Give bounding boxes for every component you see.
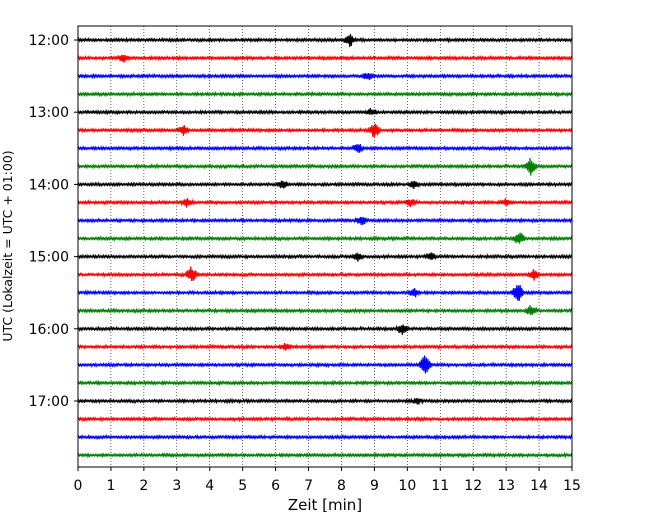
x-axis-label: Zeit [min] <box>288 496 362 514</box>
x-tick-label: 3 <box>172 478 181 494</box>
y-axis: 12:00 13:00 14:00 15:00 16:00 17:00 <box>29 33 78 410</box>
trace-line <box>77 108 573 116</box>
x-tick-label: 15 <box>563 478 581 494</box>
x-tick-label: 6 <box>271 478 280 494</box>
trace-line <box>77 144 573 153</box>
y-tick-label: 17:00 <box>29 394 69 410</box>
trace-line <box>77 180 573 189</box>
x-tick-label: 11 <box>431 478 449 494</box>
trace-line <box>77 451 573 459</box>
trace-line <box>77 157 573 176</box>
trace-line <box>77 123 573 137</box>
x-tick-label: 10 <box>398 478 416 494</box>
x-tick-label: 1 <box>106 478 115 494</box>
trace-line <box>77 90 573 98</box>
trace-line <box>77 197 573 208</box>
y-tick-label: 16:00 <box>29 322 69 338</box>
x-tick-label: 7 <box>304 478 313 494</box>
y-tick-label: 15:00 <box>29 250 69 266</box>
trace-line <box>77 415 573 423</box>
x-tick-label: 2 <box>139 478 148 494</box>
x-tick-label: 14 <box>530 478 548 494</box>
trace-group <box>77 33 573 459</box>
trace-line <box>77 266 573 282</box>
trace-line <box>77 355 573 374</box>
trace-line <box>77 343 573 351</box>
trace-line <box>77 379 573 387</box>
trace-line <box>77 397 573 406</box>
trace-line <box>77 216 573 225</box>
y-tick-label: 12:00 <box>29 33 69 49</box>
x-tick-label: 5 <box>238 478 247 494</box>
trace-line <box>77 324 573 335</box>
y-tick-label: 14:00 <box>29 177 69 193</box>
y-axis-label: UTC (Lokalzeit = UTC + 01:00) <box>0 150 15 341</box>
x-tick-label: 9 <box>370 478 379 494</box>
trace-line <box>77 252 573 262</box>
trace-line <box>77 305 573 316</box>
trace-line <box>77 284 573 301</box>
trace-line <box>77 72 573 80</box>
trace-line <box>77 433 573 441</box>
x-tick-label: 4 <box>205 478 214 494</box>
y-tick-label: 13:00 <box>29 105 69 121</box>
trace-line <box>77 54 573 63</box>
trace-line <box>77 232 573 244</box>
x-tick-label: 8 <box>337 478 346 494</box>
x-tick-label: 0 <box>74 478 83 494</box>
x-axis: 0 1 2 3 4 5 6 7 8 9 10 11 12 13 14 15 <box>74 467 581 494</box>
x-tick-label: 13 <box>497 478 515 494</box>
x-tick-label: 12 <box>464 478 482 494</box>
trace-line <box>77 33 573 47</box>
plot-area-frame <box>77 25 573 468</box>
